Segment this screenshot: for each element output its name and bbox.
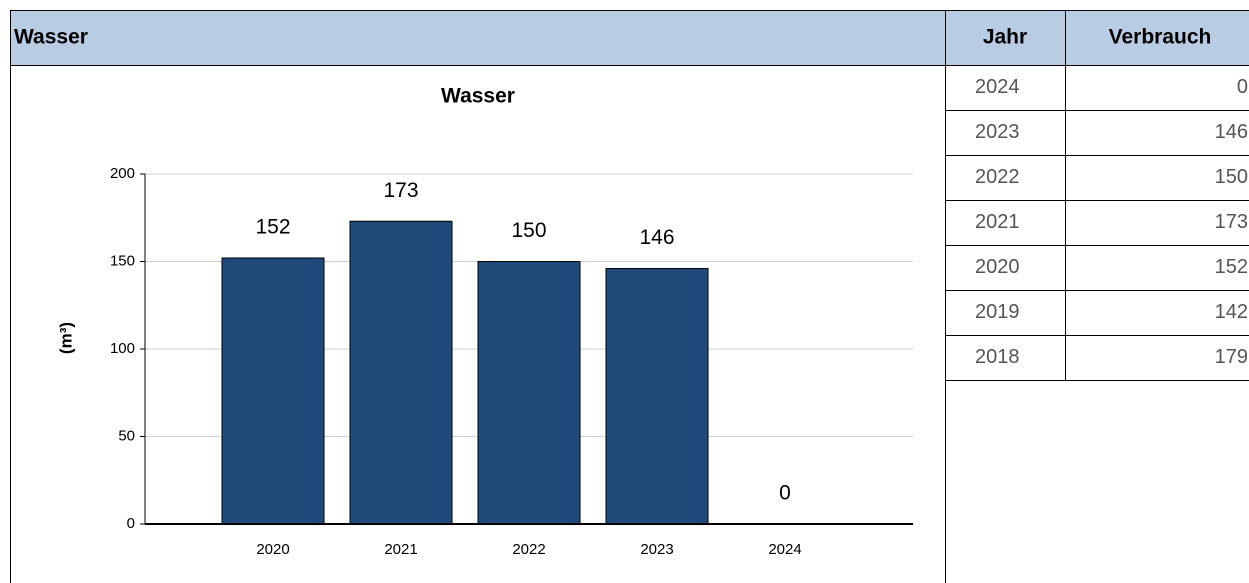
x-tick-label: 2021 bbox=[384, 541, 417, 558]
y-tick-label: 100 bbox=[110, 340, 135, 357]
x-tick-label: 2020 bbox=[256, 541, 289, 558]
x-tick-label: 2022 bbox=[512, 541, 545, 558]
table-cell: 173 bbox=[1215, 211, 1248, 233]
table-header: Verbrauch bbox=[1109, 26, 1212, 49]
panel-frame bbox=[10, 10, 946, 583]
y-axis-label: (m³) bbox=[56, 322, 75, 354]
value-label: 152 bbox=[255, 216, 290, 239]
bar bbox=[221, 257, 325, 525]
x-tick-label: 2023 bbox=[640, 541, 673, 558]
panel-title: Wasser bbox=[14, 26, 88, 49]
table-cell: 150 bbox=[1215, 166, 1248, 188]
value-label: 0 bbox=[779, 482, 791, 505]
y-tick-label: 150 bbox=[110, 252, 135, 269]
table-cell: 2020 bbox=[975, 256, 1020, 278]
table-cell: 146 bbox=[1215, 121, 1248, 143]
bar bbox=[477, 261, 581, 525]
y-tick-label: 0 bbox=[127, 515, 135, 532]
table-cell: 2019 bbox=[975, 301, 1020, 323]
chart-title: Wasser bbox=[441, 85, 515, 108]
x-tick-label: 2024 bbox=[768, 541, 801, 558]
table-cell: 142 bbox=[1215, 301, 1248, 323]
value-label: 150 bbox=[511, 219, 546, 242]
table-cell: 0 bbox=[1237, 76, 1248, 98]
y-tick-label: 50 bbox=[118, 427, 135, 444]
bar bbox=[349, 220, 453, 525]
value-label: 146 bbox=[639, 226, 674, 249]
table-cell: 2023 bbox=[975, 121, 1020, 143]
table-cell: 2024 bbox=[975, 76, 1020, 98]
y-tick-label: 200 bbox=[110, 165, 135, 182]
panel-header bbox=[10, 10, 946, 65]
value-label: 173 bbox=[383, 179, 418, 202]
table-cell: 2022 bbox=[975, 166, 1020, 188]
table-cell: 2021 bbox=[975, 211, 1020, 233]
table-cell: 152 bbox=[1215, 256, 1248, 278]
table-header: Jahr bbox=[983, 26, 1027, 49]
table-header-bg bbox=[946, 10, 1249, 65]
table-cell: 179 bbox=[1215, 346, 1248, 368]
bar bbox=[605, 268, 709, 525]
table-cell: 2018 bbox=[975, 346, 1020, 368]
